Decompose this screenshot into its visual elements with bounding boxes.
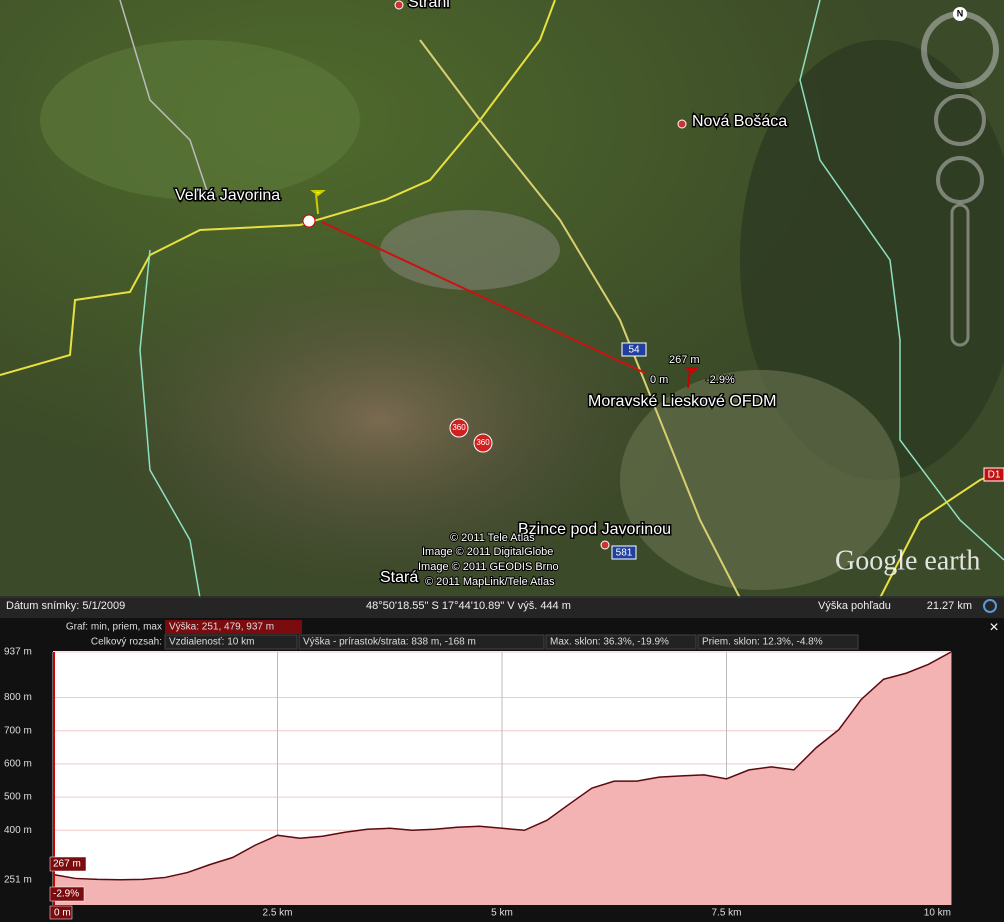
stat-box	[697, 634, 859, 650]
stat-box	[298, 634, 545, 650]
cursor-elevation: 267 m	[53, 859, 81, 870]
elevation-area	[53, 652, 951, 905]
road-sign-label: 581	[616, 548, 633, 559]
road-sign	[611, 545, 637, 560]
status-bar: Dátum snímky: 5/1/2009 48°50'18.55" S 17…	[0, 596, 1004, 618]
cursor-box	[49, 905, 73, 920]
y-tick-label: 937 m	[4, 647, 32, 658]
x-tick-label: 7.5 km	[711, 908, 741, 919]
stat-box	[545, 634, 697, 650]
y-tick-label: 700 m	[4, 725, 32, 736]
zoom-slider[interactable]	[950, 203, 970, 347]
stat-label: Graf: min, priem, max	[66, 622, 162, 633]
route-line	[321, 221, 646, 374]
copyright: Image © 2011 GEODIS Brno	[418, 561, 559, 573]
road-sign	[983, 467, 1004, 482]
compass-north	[953, 7, 967, 21]
road-sign-label: 54	[628, 345, 640, 356]
x-tick-label: 0 m	[54, 908, 71, 919]
copyright: © 2011 Tele Atlas	[450, 532, 535, 544]
y-tick-label: 251 m	[4, 874, 32, 885]
cursor-slope: -2.9%	[706, 374, 735, 386]
stat-value: Max. sklon: 36.3%, -19.9%	[550, 637, 669, 648]
stat-value: Priem. sklon: 12.3%, -4.8%	[702, 637, 823, 648]
cursor-box	[49, 886, 85, 902]
road-sign	[621, 342, 647, 357]
eye-altitude: 21.27 km	[927, 600, 972, 612]
place-label: Stará	[380, 569, 418, 586]
coordinates: 48°50'18.55" S 17°44'10.89" V výš. 444 m	[366, 600, 571, 612]
place-label: Moravské Lieskové OFDM	[588, 393, 777, 410]
x-tick-label: 2.5 km	[262, 908, 292, 919]
place-label: Veľká Javorina	[175, 187, 280, 204]
copyright: Image © 2011 DigitalGlobe	[422, 546, 553, 558]
stat-box	[164, 634, 298, 650]
stat-label: Celkový rozsah:	[91, 637, 162, 648]
place-dot	[394, 0, 404, 10]
x-tick-label: 5 km	[491, 908, 513, 919]
cursor-distance: 0 m	[650, 374, 668, 386]
photo-icon[interactable]	[449, 418, 469, 438]
map-view[interactable]: Stráni Nová Bošáca Veľká Javorina Moravs…	[0, 0, 1004, 600]
photo-icon[interactable]	[473, 433, 493, 453]
eye-altitude-label: Výška pohľadu	[818, 600, 891, 612]
road-sign-label: D1	[988, 470, 1001, 481]
elevation-line	[52, 651, 952, 881]
logo: Google earth	[835, 545, 980, 576]
close-button[interactable]: ×	[989, 619, 998, 636]
copyright: © 2011 MapLink/Tele Atlas	[425, 576, 555, 588]
stat-value: Vzdialenosť: 10 km	[169, 637, 254, 648]
y-tick-label: 600 m	[4, 759, 32, 770]
y-tick-label: 400 m	[4, 825, 32, 836]
place-label: Nová Bošáca	[692, 113, 787, 130]
profile-panel: Graf: min, priem, max Výška: 251, 479, 9…	[0, 618, 1004, 922]
cursor-box	[49, 856, 87, 872]
place-marker	[302, 214, 316, 228]
y-tick-label: 500 m	[4, 792, 32, 803]
pin	[684, 367, 700, 389]
place-label: Bzince pod Javorinou	[518, 521, 671, 538]
compass-label: N	[957, 8, 964, 18]
cursor-elevation: 267 m	[669, 354, 700, 366]
place-dot	[677, 119, 687, 129]
stat-box	[165, 620, 302, 634]
look-control[interactable]	[934, 94, 986, 146]
pin	[310, 190, 326, 215]
place-label: Stráni	[408, 0, 450, 11]
y-tick-label: 800 m	[4, 692, 32, 703]
cursor-slope: -2.9%	[53, 889, 79, 900]
photo-icon-label: 360	[476, 438, 490, 447]
status-icon[interactable]	[983, 599, 997, 613]
move-control[interactable]	[936, 156, 984, 204]
stat-value: Výška - prírastok/strata: 838 m, -168 m	[303, 637, 476, 648]
stat-value: Výška: 251, 479, 937 m	[169, 622, 274, 633]
x-tick-label: 10 km	[924, 908, 951, 919]
imagery-date: Dátum snímky: 5/1/2009	[6, 600, 125, 612]
photo-icon-label: 360	[452, 423, 466, 432]
place-dot	[600, 540, 610, 550]
plot: 937 m 800 m 700 m 600 m 500 m 400 m 251 m 2.5 k…	[4, 647, 952, 920]
